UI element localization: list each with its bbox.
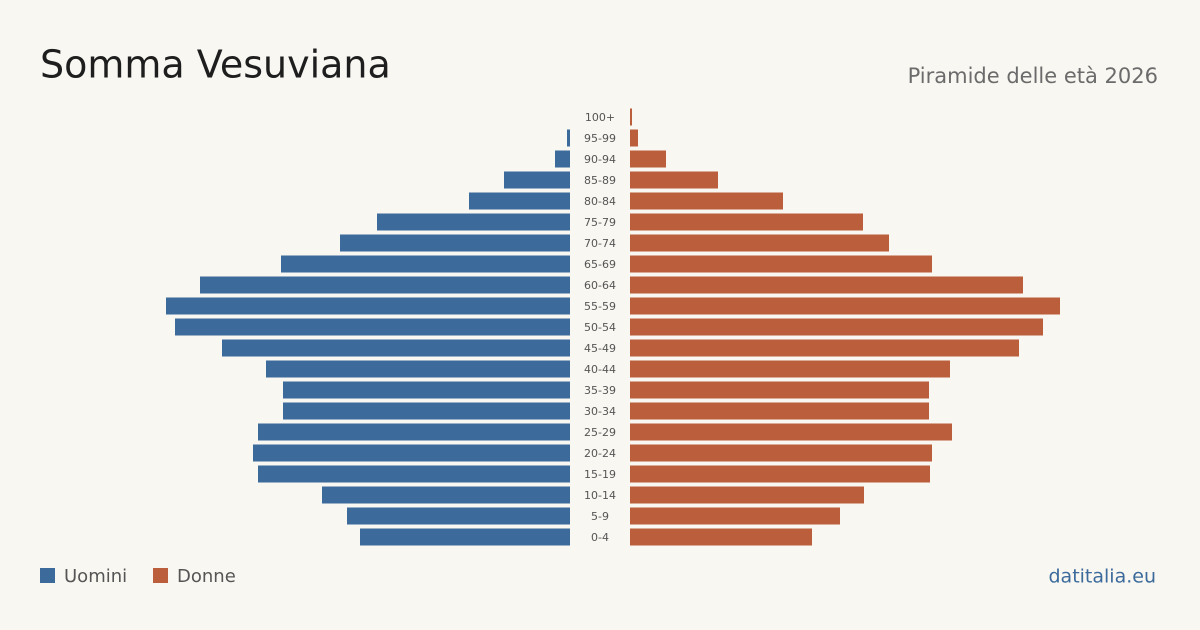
bar bbox=[567, 129, 570, 147]
age-label: 50-54 bbox=[584, 321, 616, 334]
bar bbox=[377, 213, 570, 231]
chart-title: Somma Vesuviana bbox=[40, 43, 391, 87]
bar bbox=[283, 402, 570, 420]
age-label: 60-64 bbox=[584, 279, 616, 292]
bar bbox=[630, 444, 932, 462]
bar bbox=[630, 339, 1019, 357]
age-label: 45-49 bbox=[584, 342, 616, 355]
source: datitalia.eu bbox=[1049, 566, 1157, 588]
age-label: 5-9 bbox=[591, 510, 609, 523]
bar bbox=[630, 423, 952, 441]
age-label: 65-69 bbox=[584, 258, 616, 271]
bar bbox=[630, 360, 950, 378]
age-label: 75-79 bbox=[584, 216, 616, 229]
bar bbox=[281, 255, 570, 273]
bar bbox=[258, 423, 570, 441]
bar bbox=[630, 297, 1060, 315]
age-label: 95-99 bbox=[584, 132, 616, 145]
bar bbox=[283, 381, 570, 399]
bar bbox=[166, 297, 570, 315]
bar bbox=[630, 234, 889, 252]
legend-label: Uomini bbox=[64, 566, 127, 587]
bar bbox=[630, 276, 1023, 294]
age-label: 85-89 bbox=[584, 174, 616, 187]
bar bbox=[630, 402, 929, 420]
bar bbox=[630, 192, 783, 210]
age-label: 10-14 bbox=[584, 489, 616, 502]
age-label: 90-94 bbox=[584, 153, 616, 166]
age-label: 55-59 bbox=[584, 300, 616, 313]
bar bbox=[504, 171, 570, 189]
age-label: 70-74 bbox=[584, 237, 616, 250]
age-label: 15-19 bbox=[584, 468, 616, 481]
bar bbox=[630, 108, 632, 126]
age-label: 25-29 bbox=[584, 426, 616, 439]
bar bbox=[222, 339, 570, 357]
age-label: 20-24 bbox=[584, 447, 616, 460]
bar bbox=[630, 150, 666, 168]
age-label: 35-39 bbox=[584, 384, 616, 397]
bar bbox=[630, 465, 930, 483]
bar bbox=[266, 360, 570, 378]
legend-swatch bbox=[153, 568, 168, 583]
bar bbox=[258, 465, 570, 483]
age-label: 0-4 bbox=[591, 531, 609, 544]
age-label: 100+ bbox=[585, 111, 615, 124]
bar bbox=[347, 507, 570, 525]
bar bbox=[340, 234, 570, 252]
chart-subtitle: Piramide delle età 2026 bbox=[908, 64, 1158, 88]
bar bbox=[200, 276, 570, 294]
legend-swatch bbox=[40, 568, 55, 583]
bar bbox=[630, 381, 929, 399]
bar bbox=[630, 486, 864, 504]
bar bbox=[322, 486, 570, 504]
bar bbox=[630, 528, 812, 546]
bar bbox=[630, 213, 863, 231]
bar bbox=[630, 507, 840, 525]
bar bbox=[175, 318, 570, 336]
bar bbox=[253, 444, 570, 462]
age-label: 30-34 bbox=[584, 405, 616, 418]
bar bbox=[630, 318, 1043, 336]
bar bbox=[555, 150, 570, 168]
bar bbox=[360, 528, 570, 546]
age-label: 80-84 bbox=[584, 195, 616, 208]
bar bbox=[469, 192, 570, 210]
age-label: 40-44 bbox=[584, 363, 616, 376]
bar bbox=[630, 129, 638, 147]
bar bbox=[630, 171, 718, 189]
bar bbox=[630, 255, 932, 273]
legend-label: Donne bbox=[177, 566, 236, 587]
